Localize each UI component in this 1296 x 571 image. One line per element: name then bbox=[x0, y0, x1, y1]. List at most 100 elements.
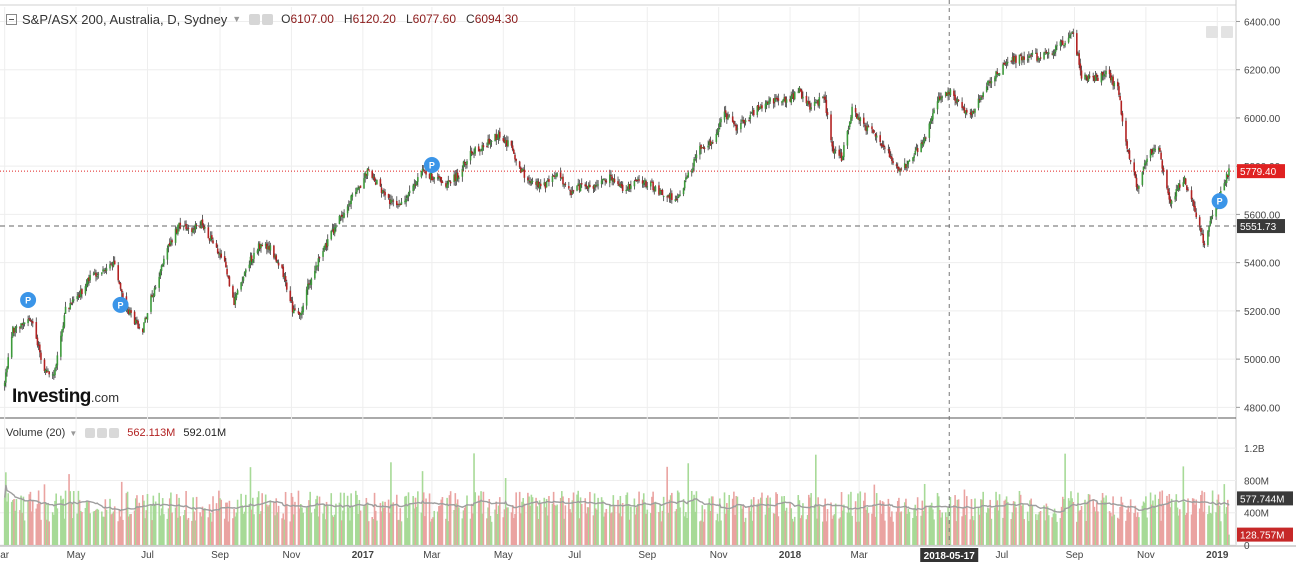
candle-body bbox=[1064, 43, 1066, 46]
volume-bar bbox=[892, 521, 894, 545]
volume-bar bbox=[267, 506, 269, 545]
volume-bar bbox=[584, 498, 587, 545]
candle-body bbox=[507, 140, 509, 147]
volume-bar bbox=[371, 517, 374, 545]
candle-body bbox=[77, 294, 80, 296]
chevron-down-icon[interactable]: ▼ bbox=[232, 14, 242, 24]
volume-bar bbox=[72, 491, 75, 545]
volume-bar bbox=[351, 505, 354, 545]
volume-bar bbox=[775, 492, 777, 545]
move-up-icon[interactable] bbox=[1206, 26, 1218, 38]
candle-body bbox=[356, 187, 358, 192]
volume-bar bbox=[920, 515, 922, 545]
volume-bar bbox=[513, 518, 515, 545]
price-tick-label: 5000.00 bbox=[1244, 355, 1281, 366]
volume-bar bbox=[1194, 504, 1196, 545]
volume-bar bbox=[715, 520, 718, 545]
volume-bar bbox=[1152, 500, 1154, 545]
volume-bar bbox=[1051, 517, 1054, 545]
volume-bar bbox=[366, 502, 369, 545]
candle-body bbox=[742, 119, 745, 122]
volume-legend: Volume (20) ▼ 562.113M 592.01M bbox=[6, 427, 226, 439]
settings-icon[interactable] bbox=[85, 428, 96, 438]
volume-bar bbox=[548, 496, 550, 545]
candle-body bbox=[535, 181, 537, 185]
volume-bar bbox=[507, 507, 509, 545]
investing-logo: Investing.com bbox=[12, 386, 119, 408]
candle-body bbox=[576, 185, 578, 191]
candle-body bbox=[506, 140, 508, 147]
time-tick-label: Sep bbox=[1066, 550, 1084, 561]
volume-bar bbox=[1064, 453, 1066, 545]
volume-bar bbox=[776, 493, 778, 545]
volume-bar bbox=[676, 490, 679, 545]
candle-body bbox=[619, 183, 622, 188]
candle-body bbox=[937, 97, 940, 103]
candle-body bbox=[546, 179, 549, 182]
close-icon[interactable] bbox=[109, 428, 120, 438]
volume-bar bbox=[805, 519, 808, 545]
volume-bar bbox=[1047, 515, 1050, 545]
volume-bar bbox=[273, 502, 275, 545]
candle-body bbox=[930, 118, 933, 122]
volume-bar bbox=[445, 518, 447, 545]
volume-bar bbox=[120, 481, 123, 545]
volume-bar bbox=[498, 497, 501, 545]
candle-body bbox=[603, 179, 605, 181]
candle-body bbox=[854, 108, 857, 113]
volume-bar bbox=[825, 521, 828, 545]
volume-bar bbox=[806, 514, 809, 545]
candle-body bbox=[559, 172, 562, 178]
event-marker-label: P bbox=[1217, 197, 1223, 207]
candle-body bbox=[962, 107, 965, 109]
collapse-icon[interactable] bbox=[6, 13, 17, 25]
volume-bar bbox=[1225, 507, 1228, 545]
volume-bar bbox=[1029, 500, 1031, 545]
candle-body bbox=[1157, 147, 1160, 151]
candle-body bbox=[488, 138, 491, 144]
volume-bar bbox=[908, 511, 911, 545]
volume-bar bbox=[1094, 511, 1097, 545]
settings-icon[interactable] bbox=[249, 13, 261, 25]
volume-bar bbox=[997, 510, 1000, 545]
candle-body bbox=[879, 135, 881, 143]
volume-bar bbox=[388, 512, 391, 545]
volume-bar bbox=[429, 521, 432, 545]
volume-bar bbox=[1004, 499, 1007, 545]
candle-body bbox=[268, 246, 271, 250]
maximize-icon[interactable] bbox=[1221, 26, 1233, 38]
chevron-down-icon[interactable]: ▼ bbox=[69, 428, 78, 438]
candle-body bbox=[1138, 186, 1140, 189]
volume-bar bbox=[376, 520, 378, 545]
candle-body bbox=[117, 265, 120, 281]
candle-body bbox=[724, 110, 727, 114]
volume-bar bbox=[626, 492, 629, 545]
candle-body bbox=[325, 243, 328, 248]
candle-body bbox=[163, 258, 165, 265]
symbol-title[interactable]: S&P/ASX 200, Australia, D, Sydney bbox=[22, 11, 228, 27]
candle-body bbox=[373, 176, 376, 182]
volume-bar bbox=[480, 491, 482, 545]
volume-title[interactable]: Volume (20) bbox=[6, 427, 66, 439]
candle-body bbox=[594, 185, 597, 187]
candle-body bbox=[455, 173, 458, 181]
candle-body bbox=[1047, 52, 1050, 54]
candle-body bbox=[644, 179, 646, 183]
volume-bar bbox=[774, 513, 776, 545]
candle-body bbox=[1201, 233, 1203, 235]
hide-icon[interactable] bbox=[262, 13, 274, 25]
volume-bar bbox=[912, 517, 914, 545]
volume-bar bbox=[695, 491, 698, 545]
hide-icon[interactable] bbox=[97, 428, 108, 438]
candle-body bbox=[1036, 52, 1038, 61]
volume-bar bbox=[223, 518, 226, 545]
candle-body bbox=[85, 282, 88, 288]
candle-body bbox=[802, 96, 804, 99]
candle-body bbox=[716, 132, 719, 135]
candle-body bbox=[750, 112, 753, 114]
volume-bar bbox=[740, 505, 742, 545]
candle-body bbox=[1031, 52, 1034, 55]
volume-bar bbox=[666, 466, 668, 545]
volume-bar bbox=[620, 516, 623, 545]
